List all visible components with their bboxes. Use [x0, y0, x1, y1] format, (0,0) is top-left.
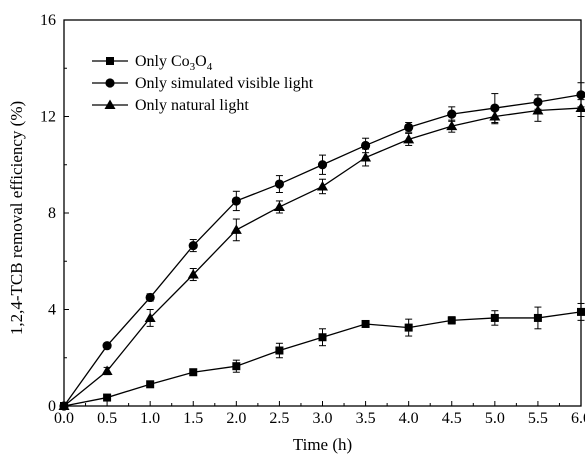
data-point-square: [106, 57, 114, 65]
y-tick-label: 12: [40, 109, 56, 126]
x-tick-label: 2.0: [226, 410, 246, 427]
data-point-triangle: [101, 365, 113, 376]
y-axis-label: 1,2,4-TCB removal efficiency (%): [7, 101, 26, 335]
data-point-triangle: [575, 102, 585, 113]
data-point-square: [447, 316, 456, 325]
legend-label: Only Co3O4: [135, 53, 213, 73]
data-point-circle: [317, 160, 328, 170]
data-point-square: [577, 307, 585, 316]
x-tick-label: 6.0: [571, 410, 585, 427]
x-tick-label: 5.0: [485, 410, 505, 427]
data-point-circle: [576, 90, 585, 100]
data-point-square: [490, 313, 499, 322]
x-tick-label: 4.0: [399, 410, 419, 427]
legend-entry-3: Only natural light: [92, 97, 249, 114]
data-point-square: [146, 380, 155, 389]
x-tick-label: 0.0: [54, 410, 74, 427]
legend-subscript: 4: [207, 61, 213, 73]
legend-label-part: Only Co: [135, 53, 190, 70]
data-point-circle: [231, 196, 241, 206]
x-tick-label: 2.5: [269, 410, 289, 427]
legend-label: Only natural light: [135, 97, 249, 114]
tick-marks: 0.0 0.5 1.0 1.5 2.0 2.5 3.0 3.5 4.0 4.5 5.0 5.5 6.0 0…: [40, 12, 585, 427]
x-tick-label: 5.5: [528, 410, 548, 427]
data-point-circle: [404, 122, 414, 132]
series-line: [63, 107, 582, 407]
data-point-triangle: [360, 152, 372, 162]
data-point-triangle: [230, 224, 242, 234]
data-point-triangle: [489, 111, 501, 121]
data-point-circle: [105, 78, 115, 88]
legend-entry-1: Only Co3O4: [92, 53, 213, 73]
x-tick-label: 4.5: [442, 410, 462, 427]
series-layer: [58, 82, 585, 411]
series-2: [59, 82, 585, 411]
x-tick-label: 0.5: [97, 410, 117, 427]
data-point-square: [361, 319, 370, 328]
data-point-circle: [102, 341, 112, 351]
y-tick-label: 8: [48, 205, 56, 222]
series-line: [63, 311, 582, 407]
data-point-square: [275, 346, 284, 355]
data-point-square: [533, 313, 542, 322]
data-point-square: [318, 333, 327, 342]
series-line: [63, 94, 582, 407]
data-point-triangle: [273, 201, 285, 211]
data-point-circle: [188, 240, 198, 251]
data-point-square: [232, 362, 241, 371]
x-tick-label: 1.5: [183, 410, 203, 427]
series-1: [60, 302, 585, 410]
data-point-triangle: [187, 269, 199, 279]
data-point-triangle: [317, 180, 328, 191]
series-3: [58, 99, 585, 410]
data-point-square: [404, 323, 413, 332]
data-point-circle: [360, 140, 371, 151]
x-tick-label: 3.0: [313, 410, 333, 427]
legend: Only Co3O4 Only simulated visible light On…: [92, 53, 314, 114]
legend-label: Only simulated visible light: [135, 75, 314, 92]
y-tick-label: 16: [40, 12, 56, 29]
data-point-circle: [274, 179, 285, 189]
y-tick-label: 4: [48, 302, 56, 319]
data-point-circle: [145, 292, 155, 303]
data-point-triangle: [58, 400, 70, 410]
data-point-circle: [447, 109, 457, 119]
data-point-circle: [490, 103, 500, 113]
data-point-triangle: [446, 120, 458, 131]
x-axis-label: Time (h): [293, 435, 352, 454]
data-point-triangle: [532, 104, 544, 115]
legend-label-part: O: [195, 53, 207, 70]
legend-entry-2: Only simulated visible light: [92, 75, 314, 92]
data-point-triangle: [403, 133, 415, 144]
data-point-square: [189, 368, 198, 377]
data-point-triangle: [104, 99, 116, 109]
x-tick-label: 1.0: [140, 410, 160, 427]
y-tick-label: 0: [48, 398, 56, 415]
legend-subscript: 3: [190, 61, 196, 73]
data-point-triangle: [144, 312, 156, 322]
data-point-square: [103, 393, 112, 402]
x-tick-label: 3.5: [356, 410, 376, 427]
